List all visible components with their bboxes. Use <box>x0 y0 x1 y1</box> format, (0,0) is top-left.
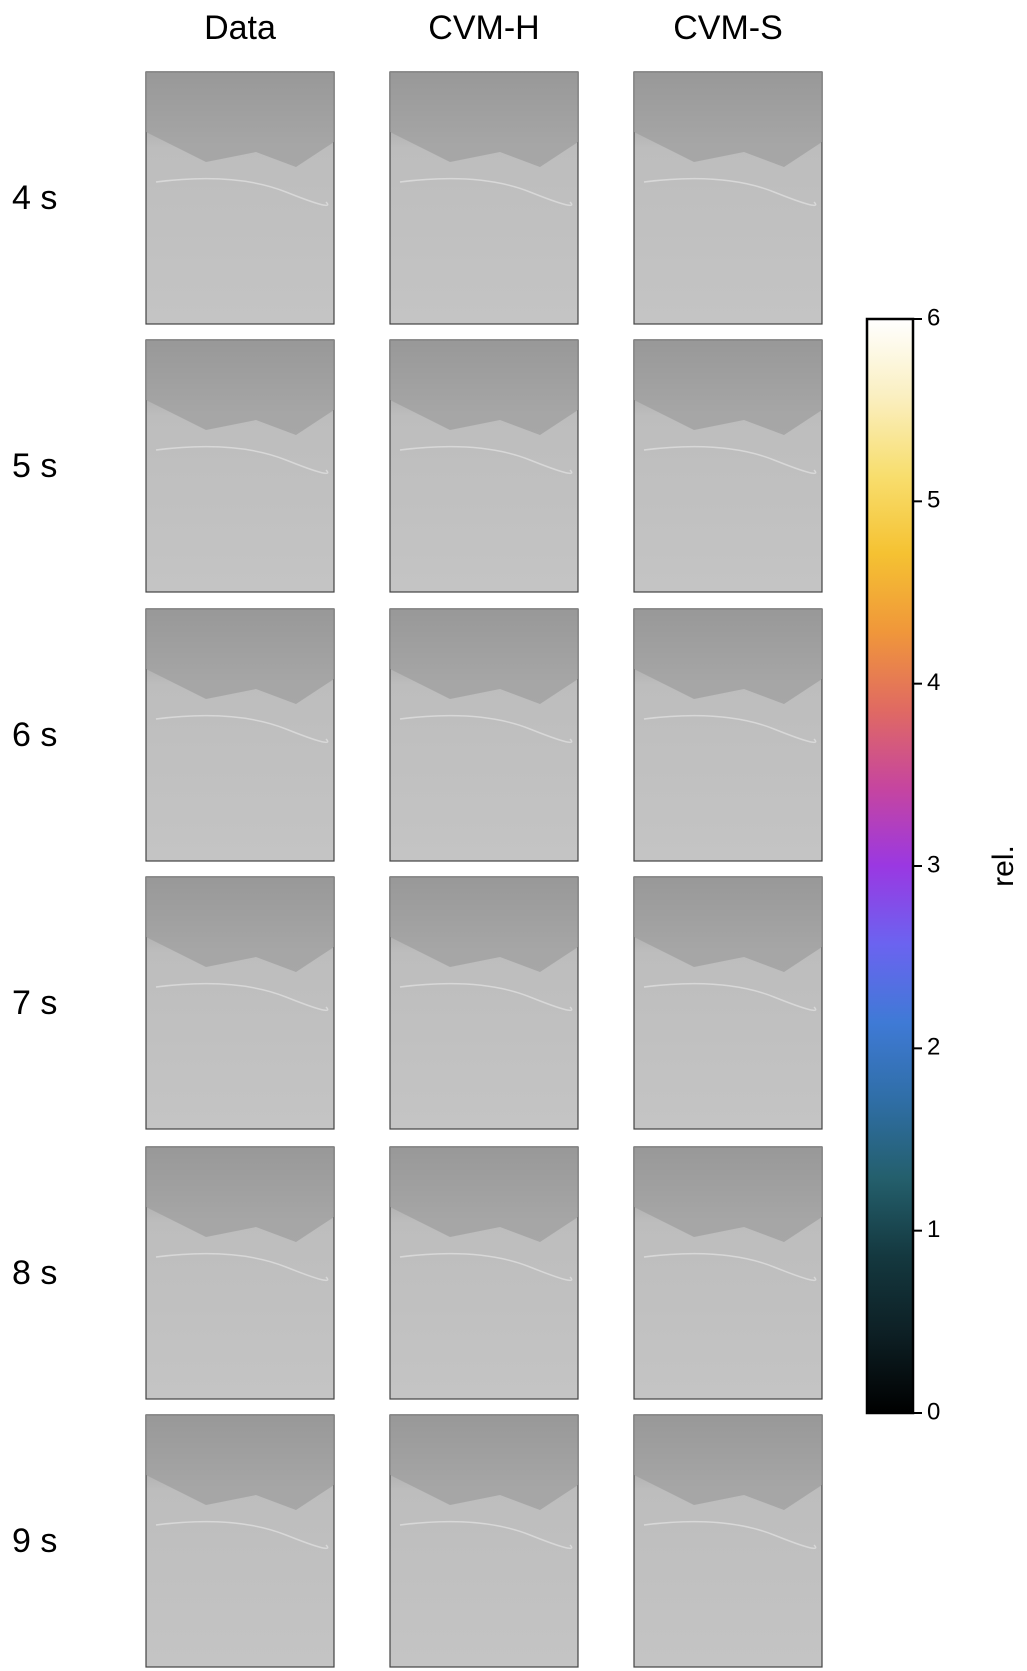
column-header: CVM-H <box>428 9 539 47</box>
mountain-relief <box>390 1147 578 1242</box>
mountain-relief <box>390 1415 578 1510</box>
map-panel <box>389 1146 579 1400</box>
basin-outline <box>399 445 573 475</box>
mountain-relief <box>634 72 822 167</box>
colorbar-label: rel. <box>987 845 1020 887</box>
colorbar-tick-label: 1 <box>927 1216 940 1243</box>
basin-outline <box>399 1520 573 1550</box>
mountain-relief <box>390 877 578 972</box>
basin-outline <box>399 1252 573 1282</box>
map-panel <box>145 71 335 325</box>
basin-outline <box>155 177 329 207</box>
mountain-relief <box>634 1415 822 1510</box>
mountain-relief <box>146 1415 334 1510</box>
map-panel <box>633 876 823 1130</box>
map-panel <box>633 339 823 593</box>
map-panel <box>145 608 335 862</box>
basin-outline <box>155 1520 329 1550</box>
map-panel <box>633 71 823 325</box>
basin-outline <box>643 177 817 207</box>
map-panel <box>389 339 579 593</box>
colorbar-tick-label: 4 <box>927 669 940 696</box>
basin-outline <box>155 1252 329 1282</box>
mountain-relief <box>146 340 334 435</box>
map-panel <box>389 1414 579 1668</box>
map-panel <box>145 1414 335 1668</box>
map-panel <box>633 608 823 862</box>
column-header: CVM-S <box>673 9 783 47</box>
colorbar-tick-label: 6 <box>927 304 940 331</box>
mountain-relief <box>634 609 822 704</box>
map-panel <box>389 608 579 862</box>
basin-outline <box>643 714 817 744</box>
basin-outline <box>643 1520 817 1550</box>
basin-outline <box>399 714 573 744</box>
row-label: 4 s <box>12 179 57 217</box>
mountain-relief <box>146 609 334 704</box>
map-panel <box>145 1146 335 1400</box>
map-panel <box>145 339 335 593</box>
colorbar-tick-label: 2 <box>927 1034 940 1061</box>
basin-outline <box>155 445 329 475</box>
mountain-relief <box>634 877 822 972</box>
map-panel <box>145 876 335 1130</box>
row-label: 5 s <box>12 447 57 485</box>
column-header: Data <box>204 9 276 47</box>
row-label: 7 s <box>12 984 57 1022</box>
colorbar <box>865 317 915 1415</box>
basin-outline <box>155 982 329 1012</box>
row-label: 9 s <box>12 1522 57 1560</box>
mountain-relief <box>146 72 334 167</box>
basin-outline <box>643 445 817 475</box>
map-panel <box>389 876 579 1130</box>
mountain-relief <box>390 340 578 435</box>
mountain-relief <box>634 340 822 435</box>
colorbar-tick-label: 0 <box>927 1398 940 1425</box>
mountain-relief <box>634 1147 822 1242</box>
mountain-relief <box>390 72 578 167</box>
colorbar-tick-label: 3 <box>927 851 940 878</box>
mountain-relief <box>146 1147 334 1242</box>
map-panel <box>389 71 579 325</box>
basin-outline <box>643 1252 817 1282</box>
map-panel <box>633 1146 823 1400</box>
map-panel <box>633 1414 823 1668</box>
basin-outline <box>155 714 329 744</box>
mountain-relief <box>390 609 578 704</box>
basin-outline <box>399 177 573 207</box>
row-label: 6 s <box>12 716 57 754</box>
basin-outline <box>399 982 573 1012</box>
basin-outline <box>643 982 817 1012</box>
colorbar-tick-label: 5 <box>927 487 940 514</box>
mountain-relief <box>146 877 334 972</box>
row-label: 8 s <box>12 1254 57 1292</box>
